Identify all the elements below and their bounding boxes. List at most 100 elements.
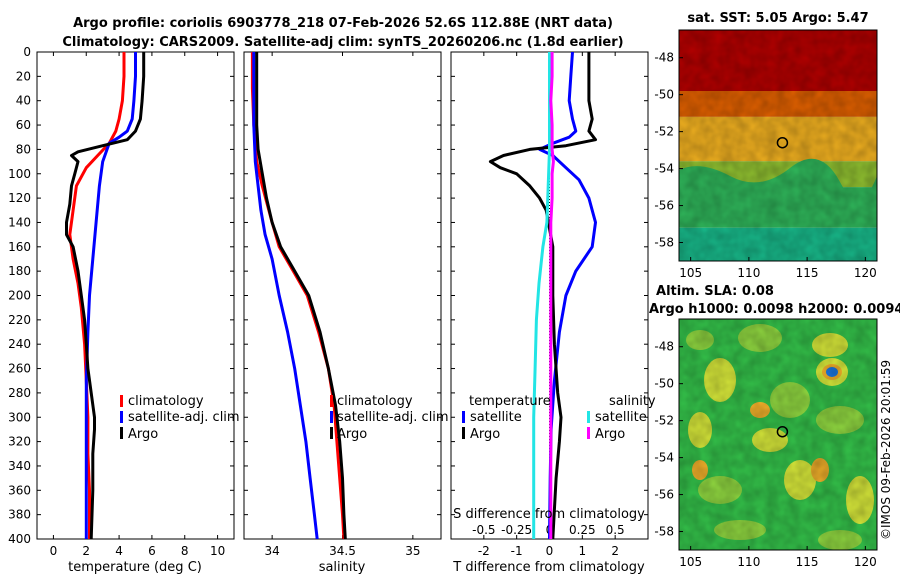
difference-line-satellite-t-diff [538, 52, 597, 539]
salinity-series [250, 52, 347, 539]
depth-tick-label: 320 [8, 435, 31, 449]
salinity-x-tick-label: 34.5 [329, 544, 356, 558]
depth-tick-label: 220 [8, 313, 31, 327]
legend-label-argo-salinity: Argo [595, 427, 625, 442]
difference-x-tick-label: 0 [546, 544, 554, 558]
depth-tick-label: 120 [8, 191, 31, 205]
difference-x-tick-label: 1 [579, 544, 587, 558]
difference-x-tick-label: 2 [611, 544, 619, 558]
temperature-axes [36, 51, 235, 540]
map-x-tick-label: 110 [737, 555, 760, 569]
temperature-series [65, 52, 146, 539]
salinity-legend: climatology satellite-adj. clim Argo [330, 394, 449, 442]
legend-swatch-sat-salinity [587, 411, 590, 423]
depth-tick-label: 280 [8, 386, 31, 400]
temperature-x-tick-label: 6 [148, 544, 156, 558]
map-y-tick-label: -58 [654, 525, 674, 539]
legend-label-satellite: satellite-adj. clim [128, 410, 240, 425]
salinity-xlabel: salinity [319, 560, 366, 575]
depth-tick-label: 100 [8, 167, 31, 181]
sst-map-title: sat. SST: 5.05 Argo: 5.47 [687, 11, 868, 26]
difference-line-satellite-s-diff [532, 52, 551, 539]
depth-tick-label: 360 [8, 483, 31, 497]
temperature-xlabel: temperature (deg C) [68, 560, 202, 575]
temperature-panel: 0 2 4 6 8 10 temperature (deg C) climatology … [36, 51, 240, 575]
sst-map-image [679, 30, 877, 261]
map-y-tick-label: -54 [654, 451, 674, 465]
difference-xlabel: T difference from climatology [452, 560, 645, 575]
temperature-x-tick-label: 2 [82, 544, 90, 558]
map-y-tick-label: -50 [654, 377, 674, 391]
difference-legend: temperature satellite Argo salinity sate… [462, 394, 656, 442]
legend-label-satellite: satellite-adj. clim [337, 410, 449, 425]
map-x-tick-label: 110 [737, 266, 760, 280]
temperature-x-tick-label: 0 [50, 544, 58, 558]
map-x-tick-label: 115 [796, 555, 819, 569]
argo-float-marker [776, 425, 789, 438]
sla-map-axes [678, 318, 878, 551]
sla-map-title: Altim. SLA: 0.08 [656, 284, 774, 299]
depth-tick-label: 180 [8, 264, 31, 278]
depth-tick-label: 300 [8, 410, 31, 424]
map-x-tick-label: 120 [854, 555, 877, 569]
difference-x-tick-label: -1 [511, 544, 523, 558]
argo-float-marker [776, 136, 789, 149]
depth-tick-label: 380 [8, 508, 31, 522]
depth-tick-label: 140 [8, 215, 31, 229]
legend-label-argo: Argo [128, 427, 158, 442]
salinity-panel: 34 34.5 35 salinity climatology satellite-… [243, 51, 449, 575]
legend-label-argo-temperature: Argo [470, 427, 500, 442]
temperature-line-argo [65, 52, 146, 539]
depth-tick-label: 0 [23, 45, 31, 59]
map-x-tick-label: 120 [854, 266, 877, 280]
temperature-x-tick-label: 4 [115, 544, 123, 558]
depth-tick-label: 400 [8, 532, 31, 546]
salinity-line-climatology [250, 52, 346, 539]
temperature-x-tick-label: 8 [181, 544, 189, 558]
temperature-line-climatology [68, 52, 126, 539]
map-y-tick-label: -52 [654, 125, 674, 139]
depth-tick-label: 240 [8, 337, 31, 351]
map-y-tick-label: -56 [654, 199, 674, 213]
salinity-line-argo [255, 52, 347, 539]
map-y-tick-label: -52 [654, 414, 674, 428]
map-y-tick-label: -48 [654, 51, 674, 65]
difference-panel: -2 -1 0 1 2 -0.5 -0.25 0 0.25 0.5 T difference f… [450, 51, 656, 575]
difference-line-argo-s-diff [549, 52, 555, 539]
depth-tick-label: 160 [8, 240, 31, 254]
legend-swatch-climatology [120, 395, 123, 407]
figure-title-line1: Argo profile: coriolis 6903778_218 07-Fe… [73, 16, 613, 31]
legend-swatch-argo [120, 427, 123, 439]
map-x-tick-label: 105 [679, 555, 702, 569]
salinity-x-tick-label: 34 [265, 544, 280, 558]
difference-top-tick-label: 0.5 [606, 523, 625, 537]
depth-tick-label: 80 [16, 142, 31, 156]
map-y-tick-label: -50 [654, 88, 674, 102]
map-y-tick-label: -48 [654, 340, 674, 354]
difference-top-tick-label: -0.5 [472, 523, 495, 537]
temperature-x-ticks: 0 2 4 6 8 10 [50, 52, 225, 558]
sst-map-axes [678, 29, 878, 262]
salinity-x-ticks: 34 34.5 35 [265, 52, 420, 558]
temperature-x-tick-label: 10 [210, 544, 225, 558]
map-y-tick-label: -54 [654, 162, 674, 176]
sla-map-panel: Altim. SLA: 0.08 Argo h1000: 0.0098 h200… [649, 284, 900, 569]
salinity-x-tick-label: 35 [405, 544, 420, 558]
legend-label-sat-temperature: satellite [470, 410, 522, 425]
difference-line-argo-t-diff [488, 52, 597, 539]
map-x-tick-label: 115 [796, 266, 819, 280]
difference-x-tick-label: -2 [478, 544, 490, 558]
sla-map-subtitle: Argo h1000: 0.0098 h2000: 0.0094 [649, 302, 900, 317]
sst-map-panel: sat. SST: 5.05 Argo: 5.47 105 110 115 120 -4… [654, 11, 878, 280]
imos-watermark: ©IMOS 09-Feb-2026 20:01:59 [879, 360, 893, 540]
legend-label-climatology: climatology [128, 394, 204, 409]
difference-top-tick-label: 0.25 [569, 523, 596, 537]
legend-swatch-argo-temperature [462, 427, 465, 439]
legend-swatch-argo [330, 427, 333, 439]
legend-swatch-argo-salinity [587, 427, 590, 439]
map-y-tick-label: -58 [654, 236, 674, 250]
depth-tick-label: 60 [16, 118, 31, 132]
legend-title-salinity: salinity [609, 394, 656, 409]
legend-title-temperature: temperature [469, 394, 551, 409]
